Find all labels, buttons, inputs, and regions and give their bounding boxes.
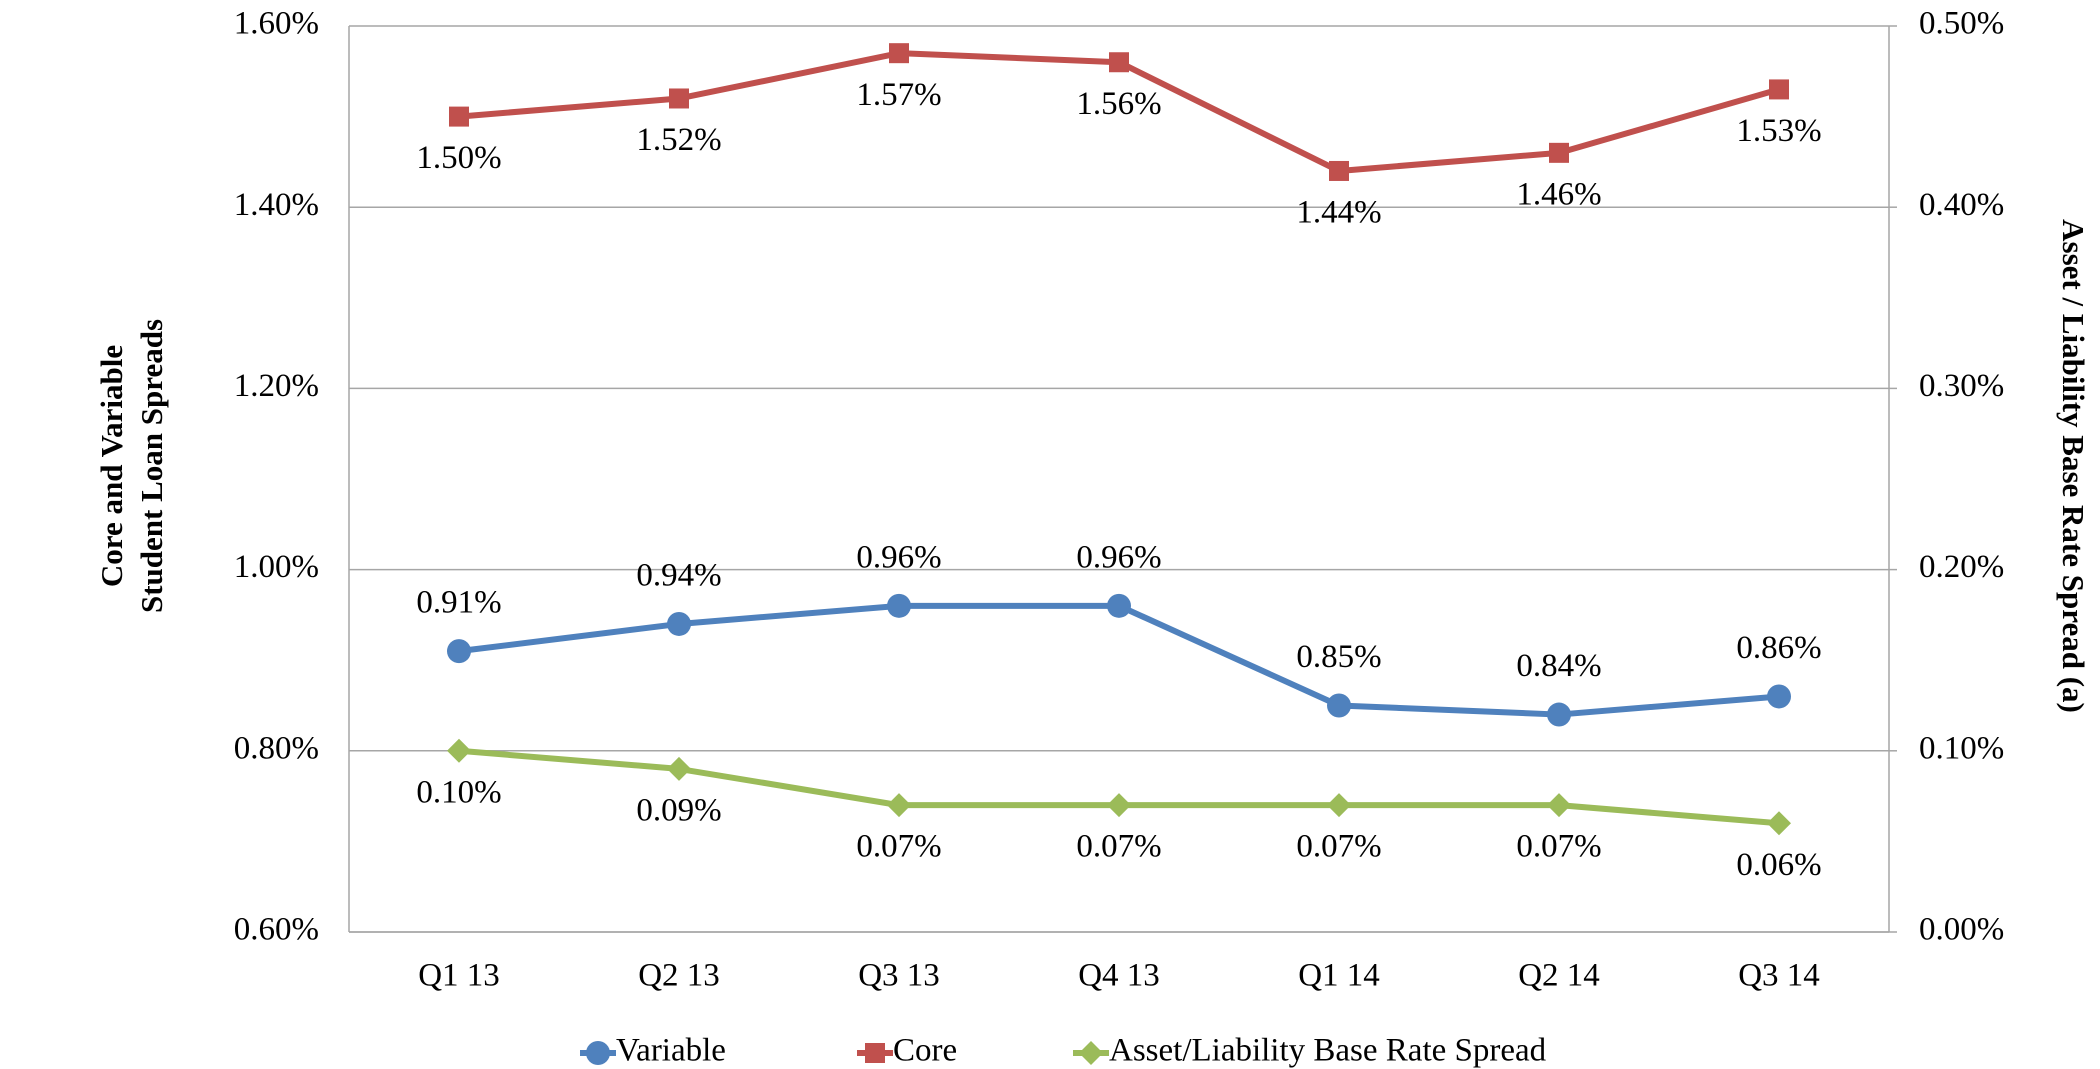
y-tick-label: 1.00% (234, 549, 319, 585)
y-tick-label: 1.60% (234, 6, 319, 42)
data-point (887, 793, 911, 818)
data-point (1547, 702, 1571, 727)
data-point (1329, 160, 1349, 181)
data-point (669, 88, 689, 109)
data-label: 1.57% (856, 77, 941, 113)
data-label: 0.84% (1516, 648, 1601, 684)
data-label: 0.86% (1736, 630, 1821, 666)
y2-axis-title: Asset / Liability Base Rate Spread (a) (2056, 219, 2091, 713)
data-point (667, 611, 691, 636)
data-point (1107, 793, 1131, 818)
data-point (1767, 811, 1791, 836)
data-point (1327, 793, 1351, 818)
x-tick-label: Q4 13 (1078, 958, 1160, 994)
y2-tick-label: 0.50% (1919, 6, 2004, 42)
x-tick-label: Q2 14 (1518, 958, 1600, 994)
data-label: 0.07% (1076, 829, 1161, 865)
legend-marker (1079, 1041, 1103, 1065)
legend-label: Variable (616, 1033, 726, 1069)
data-label: 1.50% (416, 140, 501, 176)
y2-tick-label: 0.40% (1919, 187, 2004, 223)
legend-marker (586, 1041, 610, 1065)
legend-label: Asset/Liability Base Rate Spread (1109, 1033, 1547, 1069)
y2-tick-label: 0.20% (1919, 549, 2004, 585)
data-label: 0.10% (416, 774, 501, 810)
data-label: 0.07% (856, 829, 941, 865)
data-point (1107, 593, 1131, 618)
data-label: 0.96% (1076, 539, 1161, 575)
x-tick-label: Q1 14 (1298, 958, 1380, 994)
y-tick-label: 1.40% (234, 187, 319, 223)
data-label: 0.07% (1296, 829, 1381, 865)
legend-label: Core (893, 1033, 957, 1069)
data-label: 0.07% (1516, 829, 1601, 865)
y2-tick-label: 0.10% (1919, 730, 2004, 766)
data-point (1769, 79, 1789, 100)
x-tick-label: Q2 13 (638, 958, 720, 994)
data-label: 1.56% (1076, 86, 1161, 122)
data-point (887, 593, 911, 618)
data-point (1547, 793, 1571, 818)
x-tick-label: Q3 13 (858, 958, 940, 994)
data-label: 1.53% (1736, 113, 1821, 149)
y2-tick-label: 0.30% (1919, 368, 2004, 404)
y2-tick-label: 0.00% (1919, 912, 2004, 948)
data-point (447, 639, 471, 664)
data-label: 0.91% (416, 585, 501, 621)
data-point (889, 43, 909, 64)
y-tick-label: 1.20% (234, 368, 319, 404)
data-label: 1.46% (1516, 176, 1601, 212)
x-tick-label: Q3 14 (1738, 958, 1820, 994)
x-tick-label: Q1 13 (418, 958, 500, 994)
data-point (449, 106, 469, 127)
data-point (1549, 142, 1569, 163)
data-label: 0.85% (1296, 639, 1381, 675)
data-label: 1.52% (636, 122, 721, 158)
data-point (667, 756, 691, 781)
data-point (1767, 684, 1791, 709)
y-axis-title: Student Loan Spreads (134, 319, 169, 613)
data-label: 0.96% (856, 539, 941, 575)
data-label: 0.06% (1736, 847, 1821, 883)
legend-marker (865, 1043, 885, 1063)
y-axis-title: Core and Variable (94, 345, 129, 587)
data-point (1109, 52, 1129, 73)
y-tick-label: 0.60% (234, 912, 319, 948)
y-tick-label: 0.80% (234, 730, 319, 766)
data-label: 0.94% (636, 558, 721, 594)
data-label: 1.44% (1296, 195, 1381, 231)
data-point (1327, 693, 1351, 718)
data-point (447, 738, 471, 763)
data-label: 0.09% (636, 792, 721, 828)
